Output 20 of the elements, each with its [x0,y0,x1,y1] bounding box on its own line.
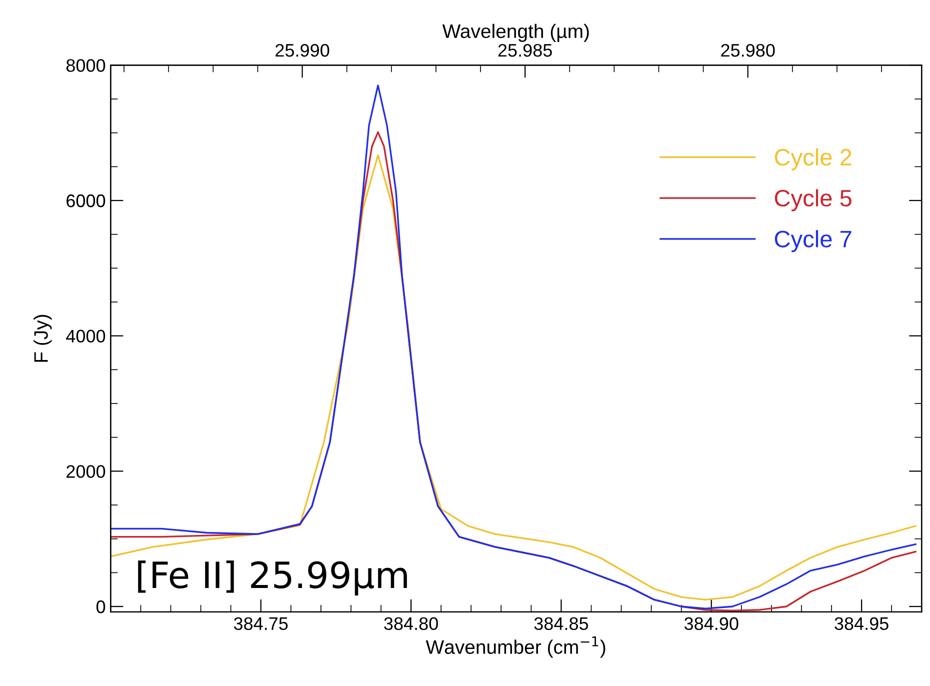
annotation: [Fe II] 25.99µm [138,560,407,596]
x-tick-label: 384.85 [534,617,588,630]
legend-label: Cycle 5 [774,189,852,212]
x2-tick-label: 25.990 [276,44,330,57]
x-tick-label: 384.95 [834,617,888,630]
y-tick-label: 4000 [66,330,106,343]
y-axis-title: F (Jy) [34,314,52,362]
x-axis-title: Wavenumber (cm$^{−1}$) [426,636,606,658]
legend-label: Cycle 2 [774,148,852,170]
y-tick-label: 6000 [66,194,106,208]
y-tick-label: 0 [96,600,106,614]
x-tick-label: 384.90 [684,617,738,630]
x2-tick-label: 25.980 [721,44,775,57]
y-tick-label: 8000 [66,59,106,72]
legend-label: Cycle 7 [774,230,852,252]
x2-axis-title: Wavelength (µm) [442,24,589,42]
x-tick-label: 384.80 [384,617,438,630]
x-tick-label: 384.75 [234,617,288,630]
y-tick-label: 2000 [66,465,106,478]
x2-tick-label: 25.985 [498,44,552,57]
